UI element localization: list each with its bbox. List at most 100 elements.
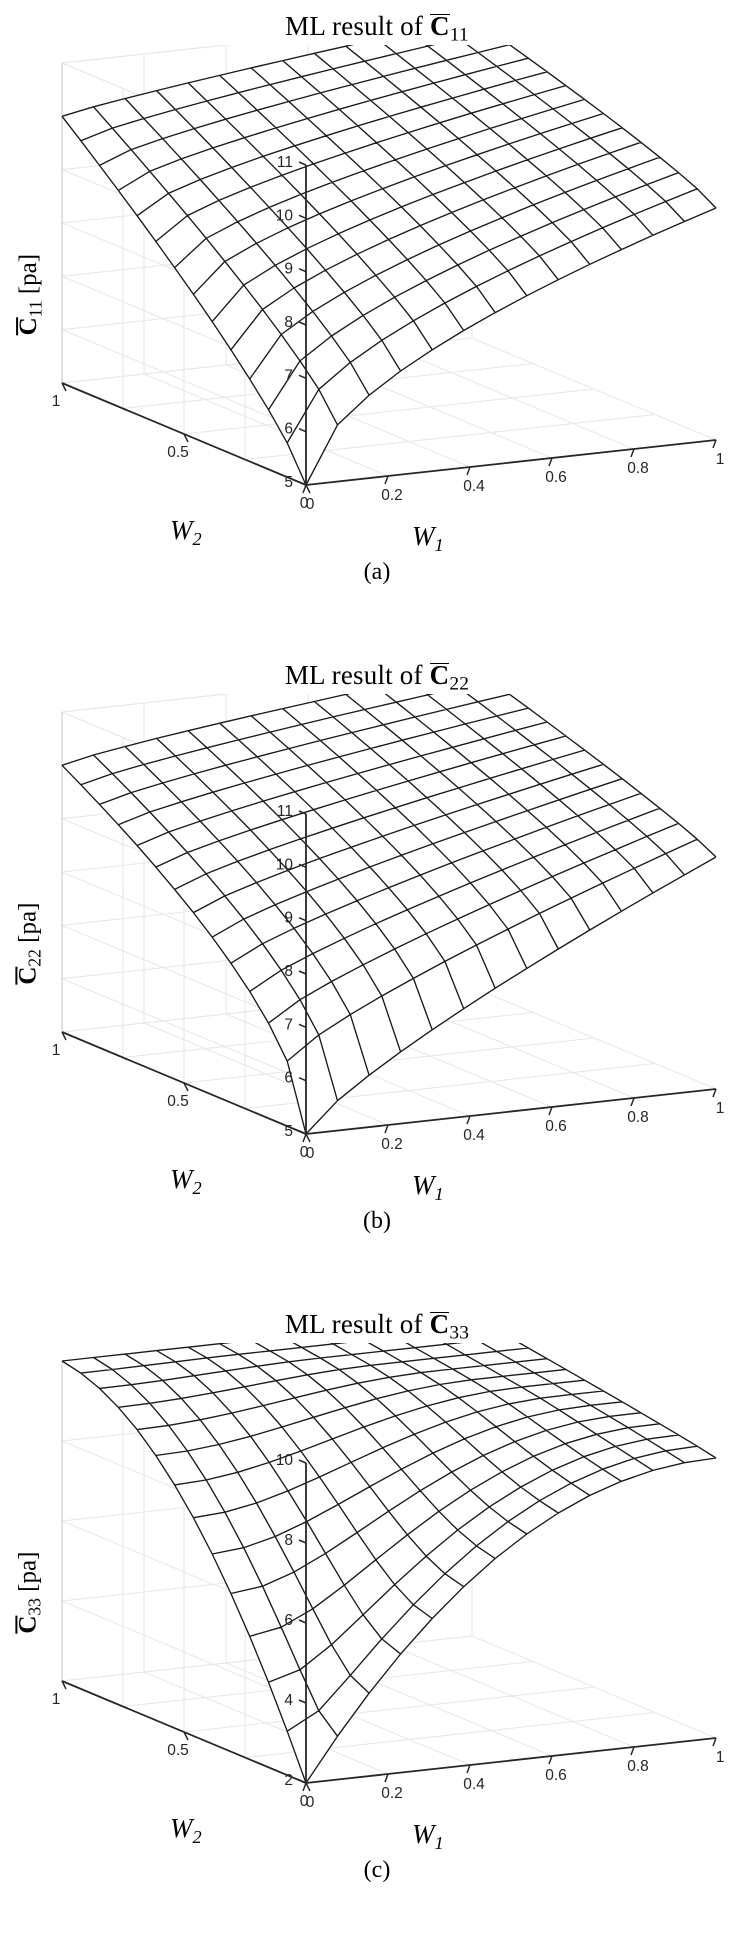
title-prefix-c: ML result of [284,1309,430,1339]
tick-label: 0.2 [381,1785,403,1802]
surface-mesh [61,1342,717,1784]
y-subscript: 22 [24,949,45,967]
y-units: [pa] [14,1551,42,1599]
title-subscript-b: 22 [449,673,470,695]
tick-label: 1 [52,393,61,410]
tick-label: 0.5 [167,1742,189,1759]
tick-label: 0.4 [463,478,485,495]
surface-mesh [61,44,717,486]
tick-label: 0 [306,1145,315,1162]
tick-label: 7 [284,1016,293,1033]
tick-label: 0.2 [381,487,403,504]
tick-label: 1 [716,1100,725,1117]
surface-mesh [61,693,717,1135]
tick-label: 5 [284,474,293,491]
tick-label: 1 [52,1042,61,1059]
y-subscript: 33 [24,1598,45,1616]
title-symbol-b: C [429,660,450,690]
w2-axis-title-c: W2 [170,1812,202,1847]
tick-label: 1 [52,1691,61,1708]
y-subscript: 11 [24,300,45,318]
title-prefix-a: ML result of [285,11,430,41]
panel-title-c22: ML result of C22 [0,649,754,694]
overbar-icon [15,966,17,986]
tick-label: 1 [716,451,725,468]
panel-c33: ML result of C33 2 4 6 8 10 0 0.2 0.4 0.6 0.8 1 0 0.… [0,1298,754,1947]
tick-label: 0.6 [545,1118,567,1135]
tick-label: 6 [284,421,293,438]
tick-label: 2 [284,1772,293,1789]
tick-label: 10 [276,1452,294,1469]
panel-c11: ML result of C11 5 6 7 8 9 10 11 0 0.2 0.4 0.6 0.8 1… [0,0,754,649]
tick-label: 8 [284,963,293,980]
tick-label: 1 [716,1749,725,1766]
plot-area-c11: 5 6 7 8 9 10 11 0 0.2 0.4 0.6 0.8 1 0 0.5 1 C11 [pa] W2… [0,44,754,555]
overbar-symbol: C [14,966,42,986]
y-axis-label-c33: C33 [pa] [14,1551,45,1635]
panel-title-c33: ML result of C33 [0,1298,754,1343]
title-subscript-a: 11 [449,24,469,46]
tick-label: 0.4 [463,1127,485,1144]
panel-title-c11: ML result of C11 [0,0,754,45]
axis-lines [61,1459,717,1792]
y-units: [pa] [14,902,42,950]
subcaption-a: (a) [363,558,391,585]
tick-label: 0 [300,1144,309,1161]
tick-label: 0.8 [627,1758,649,1775]
w2-axis-title-b: W2 [170,1163,202,1198]
y-units: [pa] [14,254,42,301]
axis-lines [61,810,717,1143]
title-symbol-a: C [430,11,450,41]
tick-label: 9 [284,261,293,278]
panel-c22: ML result of C22 5 6 7 8 9 10 11 0 0.2 0.4 0.6 0.8 1… [0,649,754,1298]
tick-label: 0.2 [381,1136,403,1153]
title-symbol-c: C [429,1309,450,1339]
y-axis-label-c11: C11 [pa] [14,254,46,336]
tick-label: 0.8 [627,460,649,477]
overbar-icon [15,1615,17,1635]
subcaption-b: (b) [363,1207,391,1234]
plot-area-c33: 2 4 6 8 10 0 0.2 0.4 0.6 0.8 1 0 0.5 1 C33 [pa] W2 W1 [0,1342,754,1853]
plot-area-c22: 5 6 7 8 9 10 11 0 0.2 0.4 0.6 0.8 1 0 0.5 1 C22 [pa] W2… [0,693,754,1204]
tick-label: 8 [284,1532,293,1549]
tick-label: 6 [284,1612,293,1629]
tick-label: 0.5 [167,1093,189,1110]
title-subscript-c: 33 [449,1322,470,1344]
tick-label: 10 [276,856,294,873]
tick-label: 6 [284,1070,293,1087]
tick-label: 7 [284,367,293,384]
tick-label: 0 [306,1794,315,1811]
overbar-icon [430,13,450,16]
tick-label: 8 [284,314,293,331]
tick-label: 0.5 [167,444,189,461]
tick-label: 0.8 [627,1109,649,1126]
tick-label: 0.6 [545,469,567,486]
title-prefix-b: ML result of [284,660,430,690]
w1-axis-title-b: W1 [412,1169,444,1204]
tick-label: 5 [284,1123,293,1140]
w2-axis-title-a: W2 [170,514,202,549]
tick-label: 10 [276,207,294,224]
tick-label: 11 [277,154,293,171]
tick-label: 0 [300,1793,309,1810]
axis-lines [61,161,717,494]
y-axis-label-c22: C22 [pa] [14,902,45,986]
tick-label: 11 [277,803,293,820]
tick-label: 9 [284,910,293,927]
tick-label: 4 [284,1692,293,1709]
tick-label: 0 [300,495,309,512]
overbar-icon [429,1311,450,1314]
overbar-symbol: C [14,317,42,336]
tick-label: 0.6 [545,1767,567,1784]
subcaption-c: (c) [363,1856,391,1883]
tick-label: 0 [306,496,315,513]
w1-axis-title-a: W1 [412,520,444,555]
overbar-icon [429,662,450,665]
